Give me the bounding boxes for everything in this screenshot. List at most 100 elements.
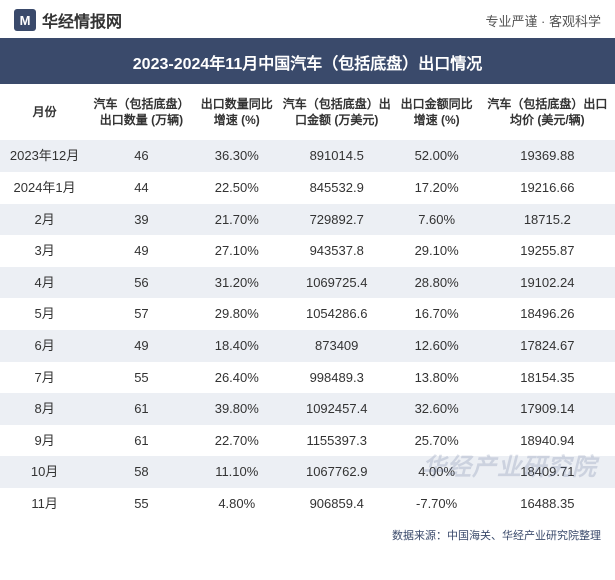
table-cell: 29.80% <box>194 298 280 330</box>
table-container: 月份 汽车（包括底盘）出口数量 (万辆) 出口数量同比增速 (%) 汽车（包括底… <box>0 84 615 520</box>
table-row: 2024年1月4422.50%845532.917.20%19216.66 <box>0 172 615 204</box>
table-row: 2月3921.70%729892.77.60%18715.2 <box>0 204 615 236</box>
col-header-avg-price: 汽车（包括底盘）出口均价 (美元/辆) <box>480 84 615 140</box>
table-cell: 943537.8 <box>280 235 394 267</box>
col-header-value: 汽车（包括底盘）出口金额 (万美元) <box>280 84 394 140</box>
table-row: 4月5631.20%1069725.428.80%19102.24 <box>0 267 615 299</box>
table-cell: 891014.5 <box>280 140 394 172</box>
table-cell: 1069725.4 <box>280 267 394 299</box>
table-cell: 18154.35 <box>480 362 615 394</box>
table-cell: 22.50% <box>194 172 280 204</box>
table-cell: 11.10% <box>194 456 280 488</box>
table-cell: 57 <box>89 298 194 330</box>
table-cell: 27.10% <box>194 235 280 267</box>
table-cell: 19216.66 <box>480 172 615 204</box>
table-cell: 56 <box>89 267 194 299</box>
table-row: 8月6139.80%1092457.432.60%17909.14 <box>0 393 615 425</box>
table-cell: 19255.87 <box>480 235 615 267</box>
table-cell: 1155397.3 <box>280 425 394 457</box>
table-row: 5月5729.80%1054286.616.70%18496.26 <box>0 298 615 330</box>
logo-icon: M <box>14 9 36 31</box>
table-cell: 9月 <box>0 425 89 457</box>
table-cell: 8月 <box>0 393 89 425</box>
table-cell: 1067762.9 <box>280 456 394 488</box>
table-cell: 31.20% <box>194 267 280 299</box>
table-cell: 873409 <box>280 330 394 362</box>
table-cell: -7.70% <box>394 488 480 520</box>
table-row: 2023年12月4636.30%891014.552.00%19369.88 <box>0 140 615 172</box>
table-cell: 4.80% <box>194 488 280 520</box>
site-name: 华经情报网 <box>42 8 122 32</box>
table-cell: 22.70% <box>194 425 280 457</box>
table-cell: 55 <box>89 488 194 520</box>
table-cell: 18.40% <box>194 330 280 362</box>
table-cell: 2024年1月 <box>0 172 89 204</box>
table-cell: 16.70% <box>394 298 480 330</box>
table-cell: 58 <box>89 456 194 488</box>
table-row: 6月4918.40%87340912.60%17824.67 <box>0 330 615 362</box>
table-cell: 32.60% <box>394 393 480 425</box>
col-header-month: 月份 <box>0 84 89 140</box>
table-body: 2023年12月4636.30%891014.552.00%19369.8820… <box>0 140 615 519</box>
table-cell: 61 <box>89 393 194 425</box>
table-cell: 46 <box>89 140 194 172</box>
table-cell: 18496.26 <box>480 298 615 330</box>
table-cell: 49 <box>89 330 194 362</box>
table-row: 11月554.80%906859.4-7.70%16488.35 <box>0 488 615 520</box>
site-header: M 华经情报网 专业严谨 · 客观科学 <box>0 0 615 40</box>
table-cell: 17909.14 <box>480 393 615 425</box>
table-cell: 1092457.4 <box>280 393 394 425</box>
table-cell: 16488.35 <box>480 488 615 520</box>
table-cell: 906859.4 <box>280 488 394 520</box>
table-cell: 61 <box>89 425 194 457</box>
table-cell: 39.80% <box>194 393 280 425</box>
tagline: 专业严谨 · 客观科学 <box>485 11 601 30</box>
table-cell: 1054286.6 <box>280 298 394 330</box>
table-row: 3月4927.10%943537.829.10%19255.87 <box>0 235 615 267</box>
table-cell: 21.70% <box>194 204 280 236</box>
table-cell: 998489.3 <box>280 362 394 394</box>
table-cell: 17.20% <box>394 172 480 204</box>
table-cell: 7.60% <box>394 204 480 236</box>
table-cell: 18715.2 <box>480 204 615 236</box>
col-header-qty: 汽车（包括底盘）出口数量 (万辆) <box>89 84 194 140</box>
col-header-qty-growth: 出口数量同比增速 (%) <box>194 84 280 140</box>
table-header-row: 月份 汽车（包括底盘）出口数量 (万辆) 出口数量同比增速 (%) 汽车（包括底… <box>0 84 615 140</box>
table-cell: 845532.9 <box>280 172 394 204</box>
table-cell: 19102.24 <box>480 267 615 299</box>
table-cell: 44 <box>89 172 194 204</box>
table-cell: 36.30% <box>194 140 280 172</box>
table-cell: 729892.7 <box>280 204 394 236</box>
table-cell: 19369.88 <box>480 140 615 172</box>
table-cell: 18940.94 <box>480 425 615 457</box>
table-cell: 18409.71 <box>480 456 615 488</box>
table-cell: 29.10% <box>394 235 480 267</box>
table-cell: 52.00% <box>394 140 480 172</box>
table-cell: 2月 <box>0 204 89 236</box>
table-cell: 17824.67 <box>480 330 615 362</box>
table-cell: 25.70% <box>394 425 480 457</box>
export-table: 月份 汽车（包括底盘）出口数量 (万辆) 出口数量同比增速 (%) 汽车（包括底… <box>0 84 615 520</box>
data-source: 数据来源：中国海关、华经产业研究院整理 <box>0 520 615 543</box>
table-cell: 6月 <box>0 330 89 362</box>
table-row: 9月6122.70%1155397.325.70%18940.94 <box>0 425 615 457</box>
table-cell: 7月 <box>0 362 89 394</box>
logo-block: M 华经情报网 <box>14 8 122 32</box>
table-cell: 28.80% <box>394 267 480 299</box>
table-cell: 2023年12月 <box>0 140 89 172</box>
table-cell: 3月 <box>0 235 89 267</box>
table-cell: 4.00% <box>394 456 480 488</box>
table-cell: 49 <box>89 235 194 267</box>
table-cell: 5月 <box>0 298 89 330</box>
table-cell: 11月 <box>0 488 89 520</box>
table-cell: 26.40% <box>194 362 280 394</box>
table-cell: 4月 <box>0 267 89 299</box>
col-header-value-growth: 出口金额同比增速 (%) <box>394 84 480 140</box>
table-row: 7月5526.40%998489.313.80%18154.35 <box>0 362 615 394</box>
table-title: 2023-2024年11月中国汽车（包括底盘）出口情况 <box>0 40 615 84</box>
table-cell: 13.80% <box>394 362 480 394</box>
table-cell: 55 <box>89 362 194 394</box>
table-row: 10月5811.10%1067762.94.00%18409.71 <box>0 456 615 488</box>
table-cell: 12.60% <box>394 330 480 362</box>
table-cell: 39 <box>89 204 194 236</box>
